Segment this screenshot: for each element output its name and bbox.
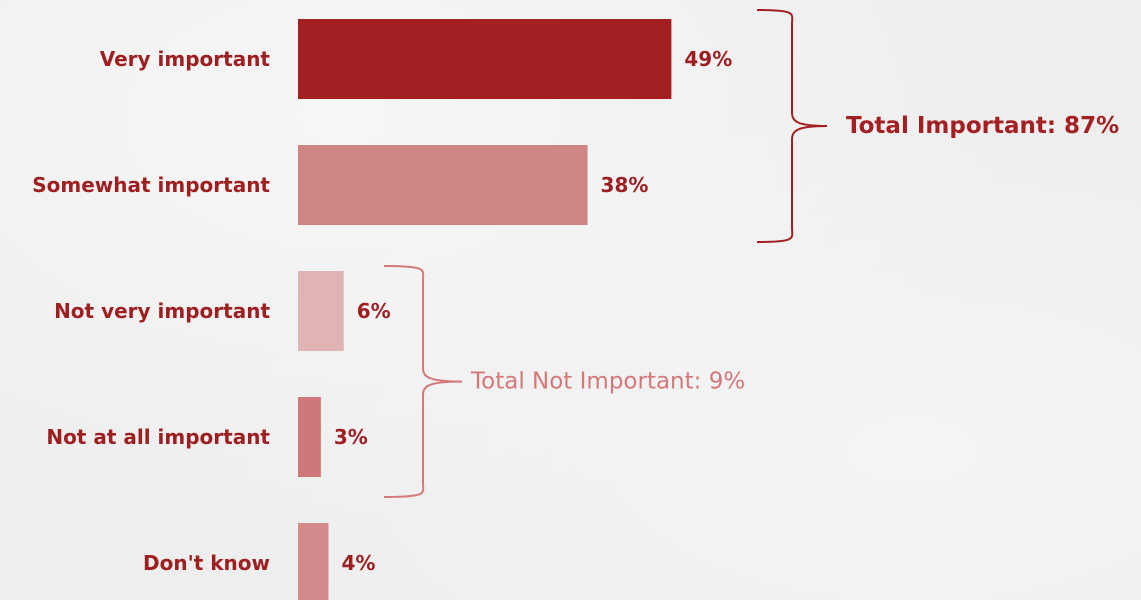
bar-don-t-know (298, 523, 329, 600)
category-label-don-t-know: Don't know (143, 551, 270, 575)
value-label-not-at-all-important: 3% (334, 425, 368, 449)
group-brace-1 (756, 9, 828, 243)
category-label-not-at-all-important: Not at all important (46, 425, 270, 449)
group-label-1: Total Important: 87% (846, 113, 1119, 139)
bar-not-at-all-important (298, 397, 321, 477)
category-label-somewhat-important: Somewhat important (32, 173, 270, 197)
category-labels: Very important Somewhat important Not very… (32, 47, 270, 575)
group-brace-2 (383, 265, 463, 498)
bar-not-very-important (298, 271, 344, 351)
bar-very-important (298, 19, 672, 99)
bar-somewhat-important (298, 145, 588, 225)
group-label-2: Total Not Important: 9% (470, 369, 745, 395)
value-labels: 49% 38% 6% 3% 4% (334, 47, 732, 575)
value-label-don-t-know: 4% (341, 551, 375, 575)
group-braces: Total Important: 87% Total Not Important:… (383, 9, 1119, 498)
value-label-very-important: 49% (684, 47, 732, 71)
value-label-somewhat-important: 38% (601, 173, 649, 197)
category-label-very-important: Very important (100, 47, 271, 71)
bars-layer (298, 19, 672, 600)
value-label-not-very-important: 6% (357, 299, 391, 323)
category-label-not-very-important: Not very important (54, 299, 270, 323)
